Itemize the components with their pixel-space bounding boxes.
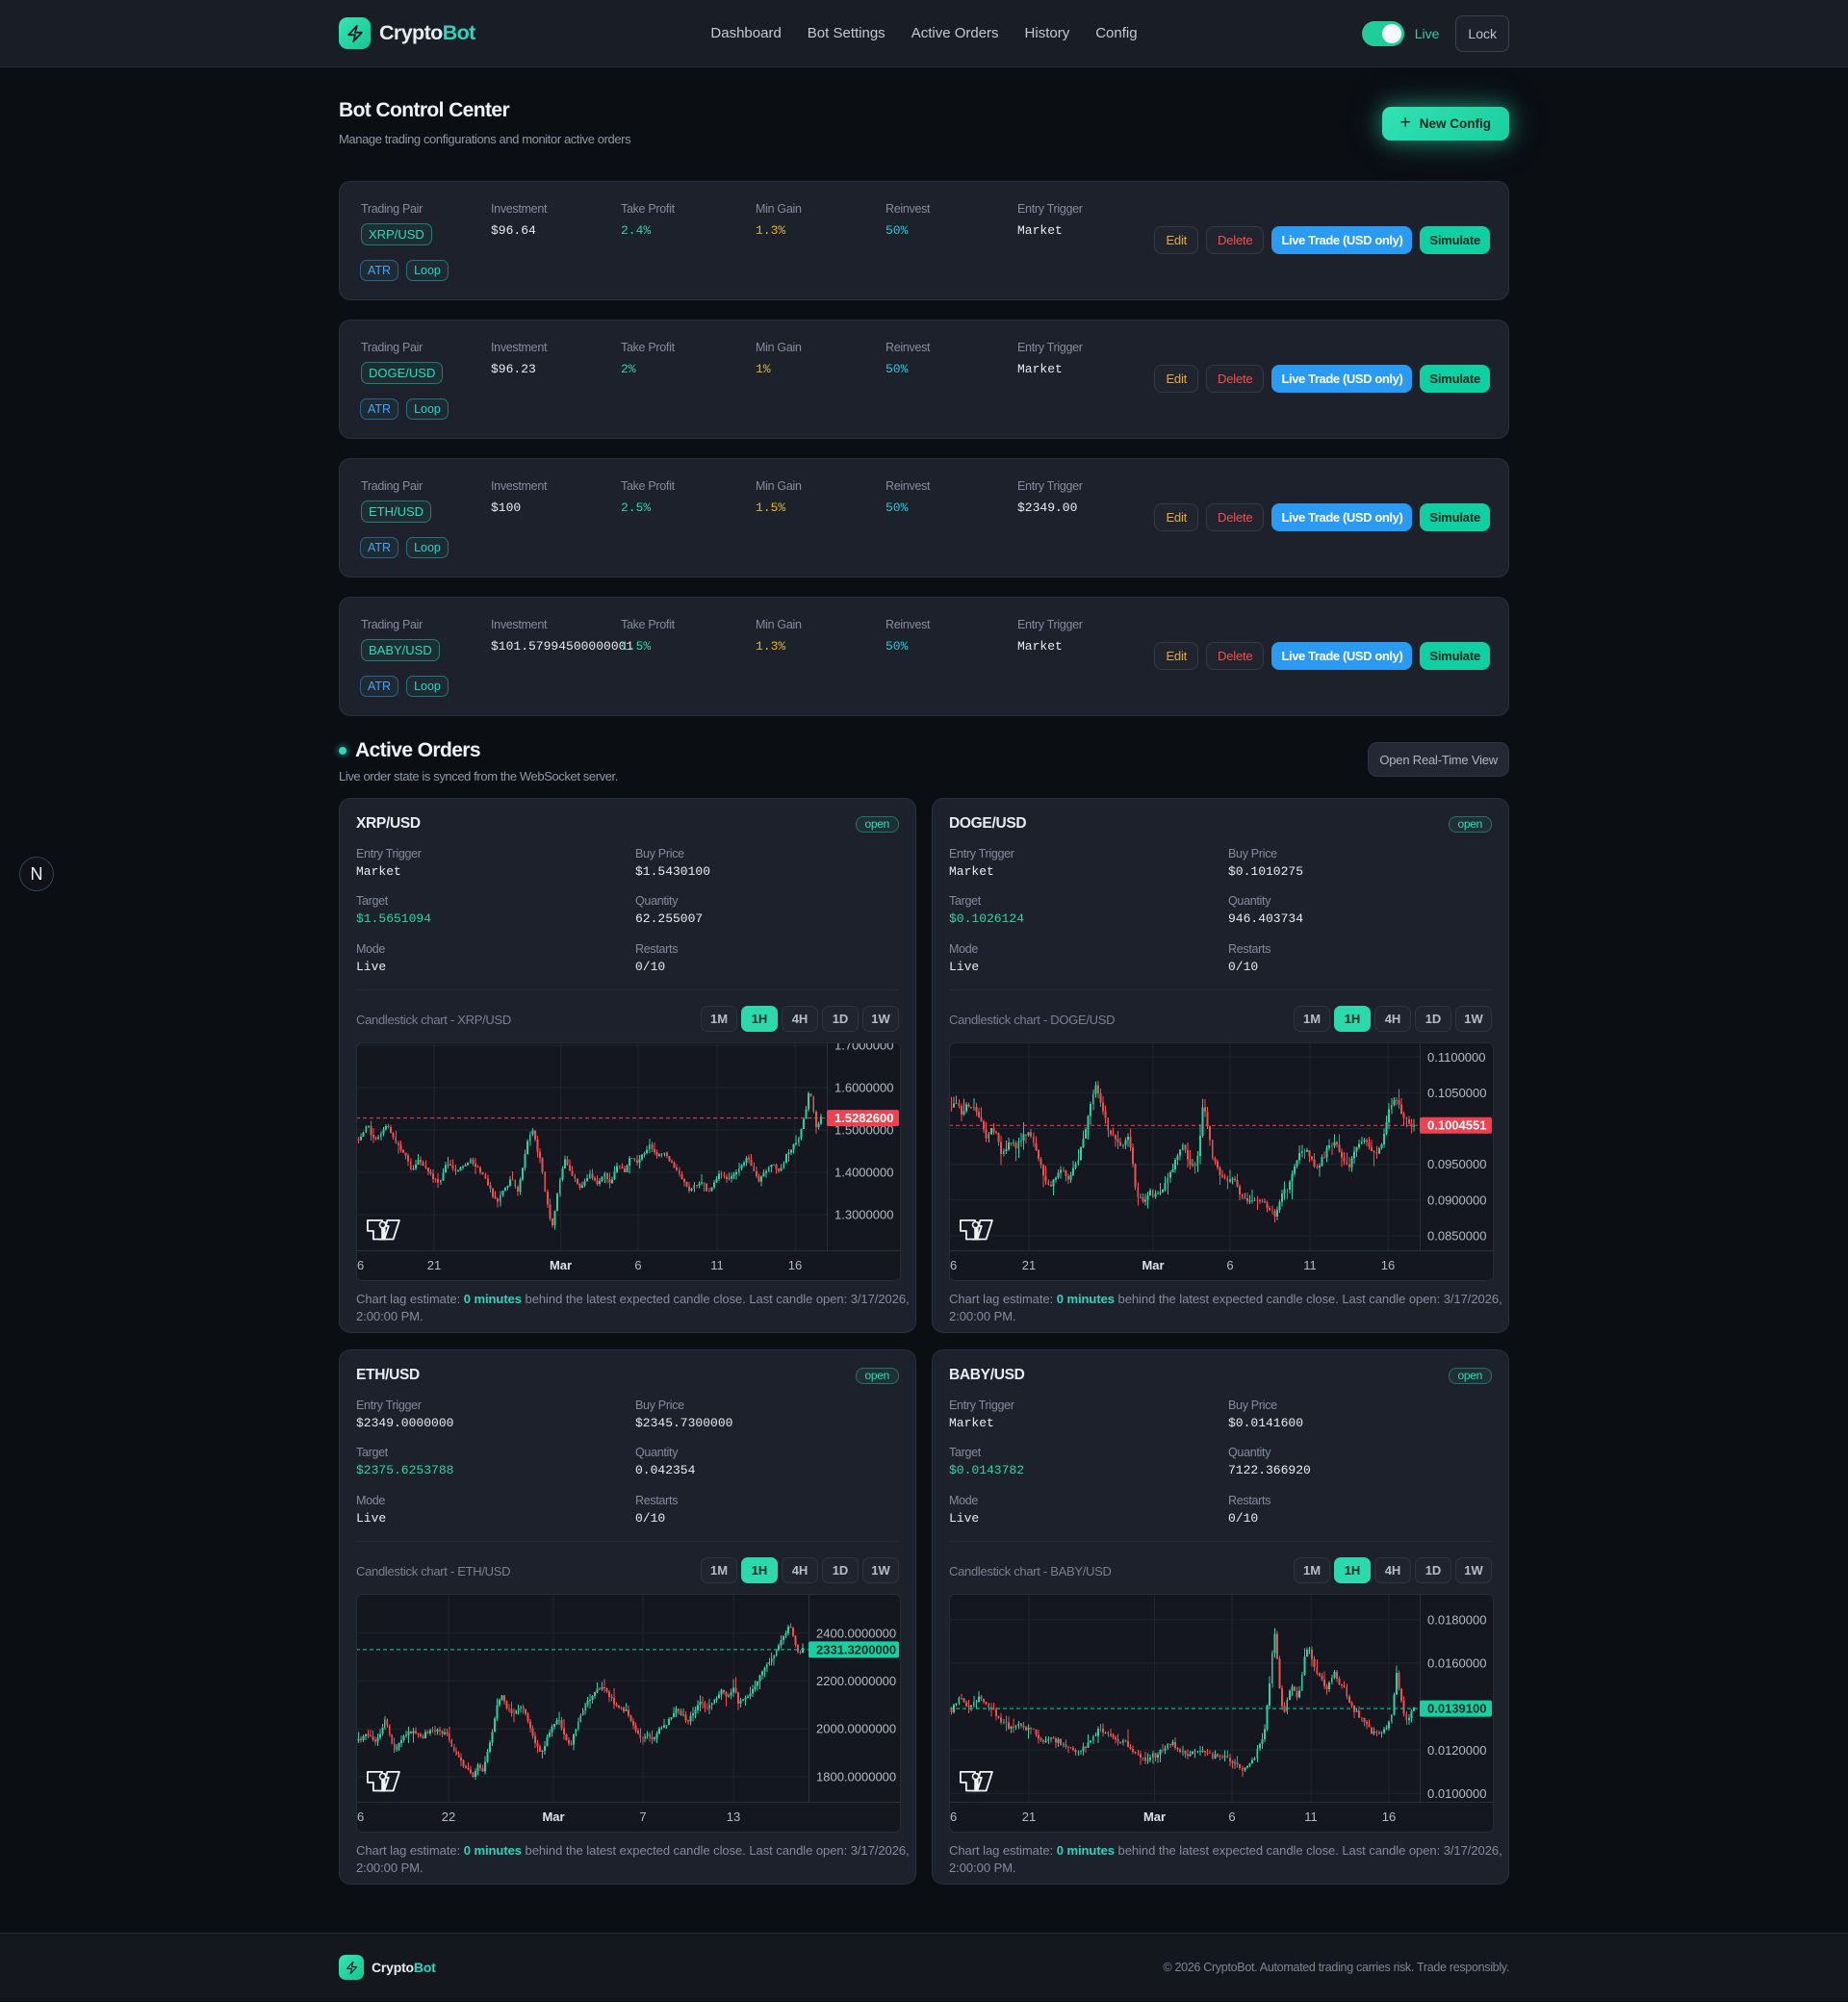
svg-text:Mar: Mar (1143, 1810, 1166, 1824)
svg-text:6: 6 (357, 1258, 364, 1272)
svg-text:16: 16 (1382, 1810, 1396, 1824)
svg-text:2000.0000000: 2000.0000000 (816, 1722, 896, 1736)
svg-text:2200.0000000: 2200.0000000 (816, 1674, 896, 1688)
svg-text:6: 6 (357, 1810, 364, 1824)
svg-text:1.3000000: 1.3000000 (834, 1208, 893, 1222)
svg-text:0.0160000: 0.0160000 (1427, 1656, 1486, 1670)
svg-text:0.1004551: 0.1004551 (1427, 1118, 1486, 1133)
svg-text:0.0850000: 0.0850000 (1427, 1228, 1486, 1243)
svg-text:11: 11 (1303, 1258, 1317, 1272)
svg-text:Mar: Mar (1142, 1258, 1164, 1272)
svg-text:6: 6 (1228, 1810, 1235, 1824)
svg-text:11: 11 (1304, 1810, 1318, 1824)
svg-text:7: 7 (639, 1810, 646, 1824)
svg-text:Mar: Mar (542, 1810, 564, 1824)
svg-text:21: 21 (427, 1258, 441, 1272)
svg-text:1.5282600: 1.5282600 (834, 1111, 893, 1125)
svg-text:22: 22 (442, 1810, 455, 1824)
svg-text:1.4000000: 1.4000000 (834, 1166, 893, 1180)
svg-text:0.0100000: 0.0100000 (1427, 1786, 1486, 1801)
svg-text:0.1050000: 0.1050000 (1427, 1086, 1486, 1100)
svg-text:2400.0000000: 2400.0000000 (816, 1626, 896, 1640)
svg-text:16: 16 (1381, 1258, 1395, 1272)
svg-text:2331.3200000: 2331.3200000 (816, 1642, 896, 1656)
svg-text:21: 21 (1022, 1258, 1036, 1272)
svg-text:Mar: Mar (550, 1258, 572, 1272)
svg-text:0.0900000: 0.0900000 (1427, 1193, 1486, 1207)
svg-text:1.6000000: 1.6000000 (834, 1081, 893, 1095)
svg-text:0.1100000: 0.1100000 (1427, 1050, 1486, 1065)
svg-text:13: 13 (727, 1810, 740, 1824)
svg-text:0.0120000: 0.0120000 (1427, 1743, 1486, 1758)
svg-text:0.0180000: 0.0180000 (1427, 1612, 1486, 1627)
svg-text:6: 6 (950, 1258, 957, 1272)
svg-text:6: 6 (1226, 1258, 1233, 1272)
svg-text:6: 6 (634, 1258, 641, 1272)
svg-text:6: 6 (950, 1810, 957, 1824)
svg-text:0.0139100: 0.0139100 (1427, 1702, 1486, 1716)
svg-text:11: 11 (710, 1258, 724, 1272)
svg-text:0.0950000: 0.0950000 (1427, 1157, 1486, 1171)
svg-text:21: 21 (1022, 1810, 1036, 1824)
svg-text:1800.0000000: 1800.0000000 (816, 1769, 896, 1784)
svg-text:1.5000000: 1.5000000 (834, 1123, 893, 1138)
svg-text:16: 16 (788, 1258, 802, 1272)
svg-text:1.7000000: 1.7000000 (834, 1042, 893, 1053)
